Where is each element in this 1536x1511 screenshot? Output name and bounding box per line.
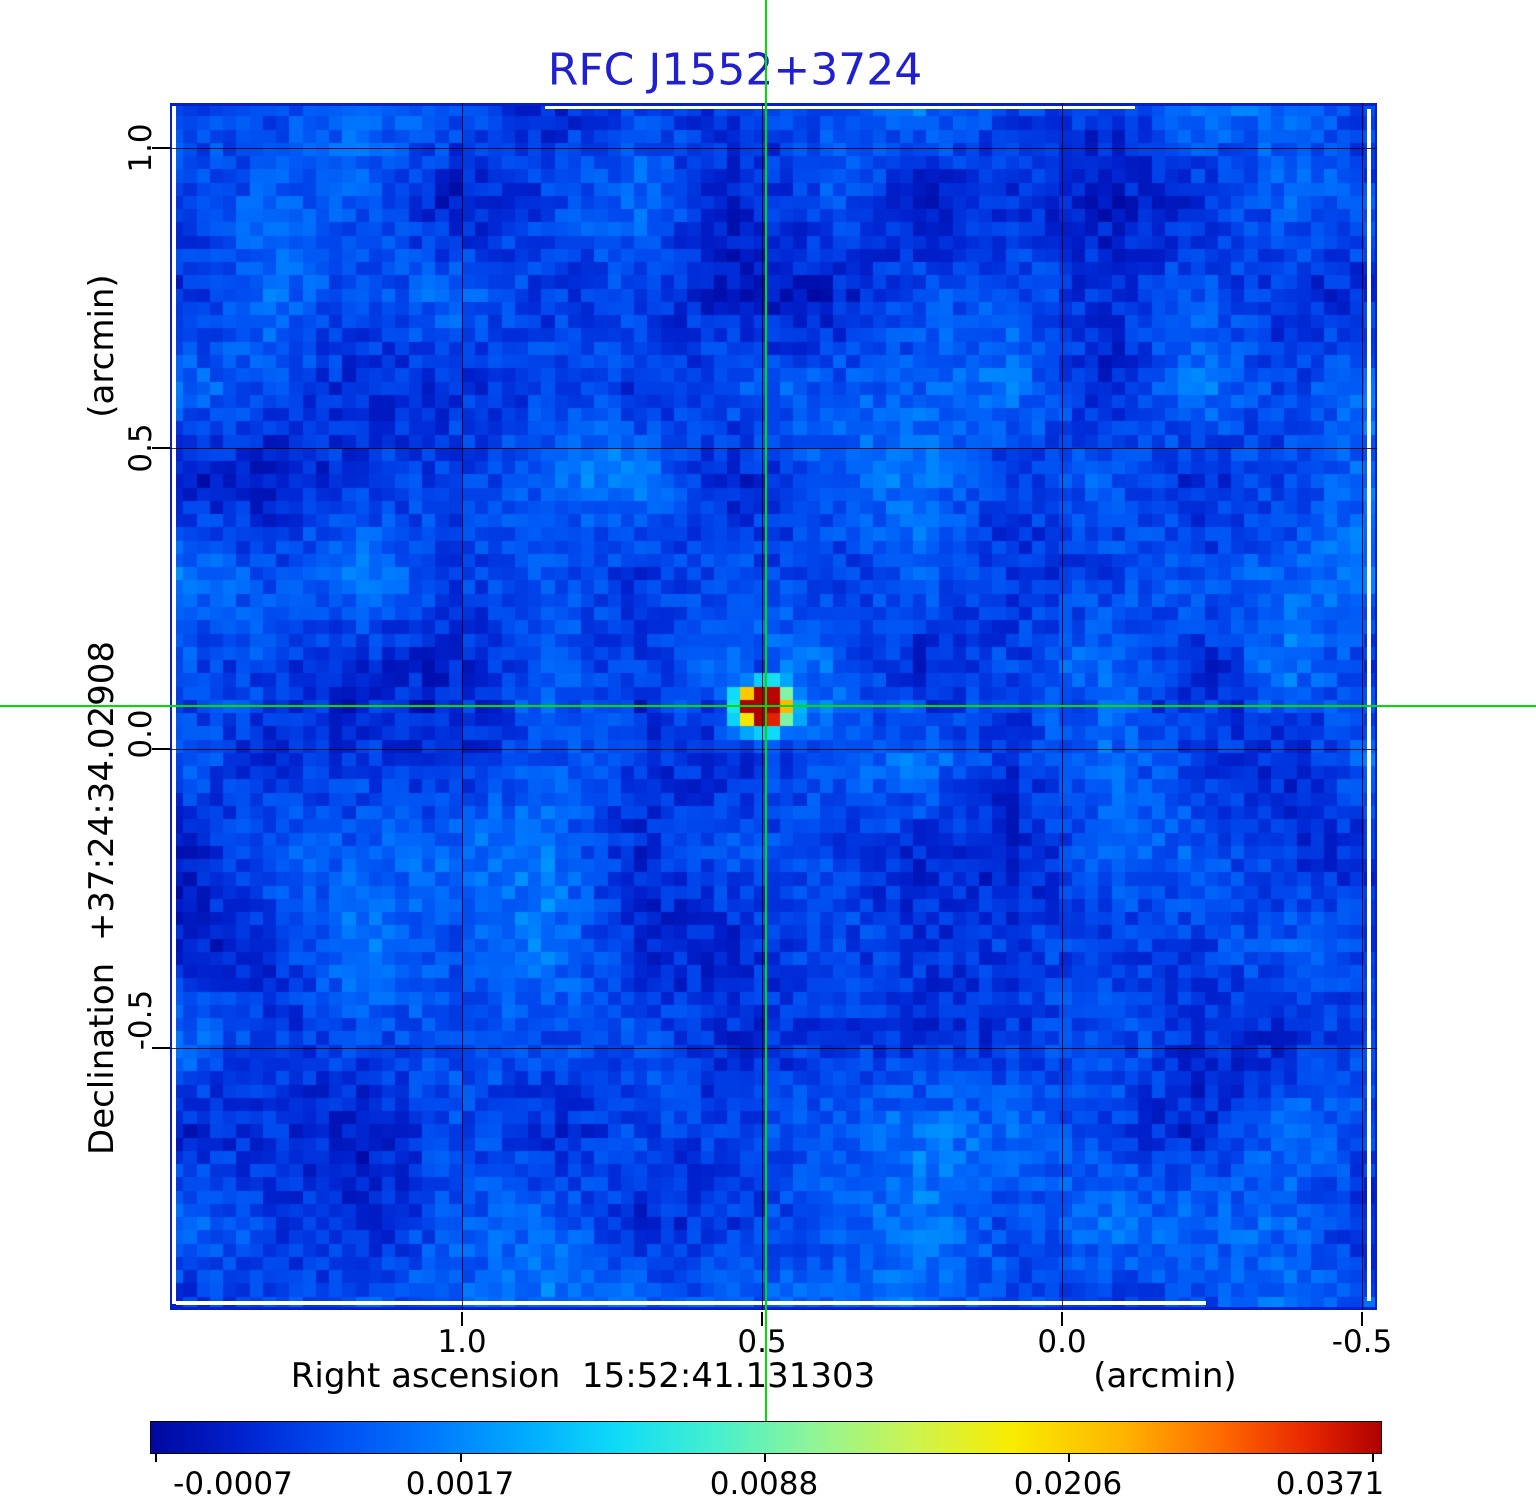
x-tick-mark-0.5 — [761, 1312, 763, 1326]
colorbar-tick-5 — [1372, 1454, 1374, 1462]
x-tick-label-0.5: 0.5 — [737, 1324, 787, 1360]
x-tick-mark-0.0 — [1061, 1312, 1063, 1326]
plot-border-bottom — [170, 1307, 1377, 1310]
x-tick-label--0.5: -0.5 — [1331, 1324, 1393, 1360]
x-axis-label-right-ascension: Right ascension 15:52:41.131303 — [290, 1356, 876, 1396]
colorbar — [150, 1421, 1382, 1454]
colorbar-tick-2 — [460, 1454, 462, 1462]
y-tick-label--0.5: -0.5 — [123, 989, 159, 1051]
x-tick-mark--0.5 — [1361, 1312, 1363, 1326]
white-gap-bottom — [176, 1301, 1206, 1305]
y-axis-unit-label: (arcmin) — [82, 274, 122, 418]
colorbar-label-4: 0.0206 — [1013, 1466, 1123, 1502]
y-tick-label-1.0: 1.0 — [123, 123, 159, 173]
plot-border-top — [170, 103, 1377, 106]
colorbar-label-5: 0.0371 — [1275, 1466, 1385, 1502]
crosshair-vertical-line — [765, 0, 767, 1421]
y-tick-mark-0.0 — [152, 748, 170, 750]
colorbar-tick-3 — [764, 1454, 766, 1462]
x-tick-mark-1.0 — [461, 1312, 463, 1326]
crosshair-horizontal-line — [0, 705, 1536, 707]
gridline-y--0.5 — [170, 1048, 1377, 1049]
x-tick-label-1.0: 1.0 — [437, 1324, 487, 1360]
y-tick-label-0.5: 0.5 — [123, 423, 159, 473]
gridline-y-0.5 — [170, 448, 1377, 449]
white-gap-top — [545, 106, 1135, 109]
colorbar-tick-1 — [155, 1454, 157, 1462]
colorbar-label-1: -0.0007 — [173, 1466, 293, 1502]
x-axis-unit-label: (arcmin) — [1093, 1356, 1237, 1396]
y-tick-mark-1.0 — [152, 147, 170, 149]
colorbar-label-2: 0.0017 — [405, 1466, 515, 1502]
colorbar-tick-4 — [1068, 1454, 1070, 1462]
gridline-y-1.0 — [170, 148, 1377, 149]
figure-title: RFC J1552+3724 — [547, 44, 923, 96]
y-tick-mark-0.5 — [152, 447, 170, 449]
gridline-y-0.0 — [170, 749, 1377, 750]
x-tick-label-0.0: 0.0 — [1037, 1324, 1087, 1360]
y-tick-mark--0.5 — [152, 1047, 170, 1049]
colorbar-label-3: 0.0088 — [709, 1466, 819, 1502]
y-tick-label-0.0: 0.0 — [123, 709, 159, 759]
y-axis-label-declination: Declination +37:24:34.02908 — [82, 641, 122, 1155]
